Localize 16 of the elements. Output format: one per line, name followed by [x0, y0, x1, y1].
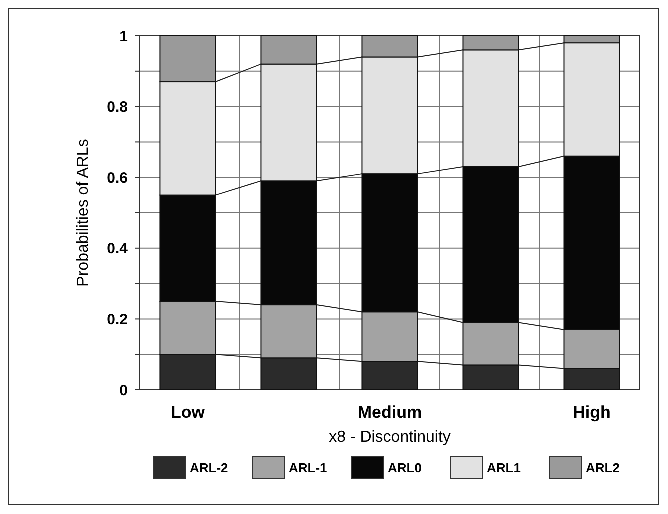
legend-label: ARL-2: [190, 460, 228, 476]
legend-label: ARL2: [586, 460, 620, 476]
legend-label: ARL1: [487, 460, 521, 476]
x-tick-label: High: [573, 403, 611, 422]
y-tick-label: 0.8: [107, 99, 128, 116]
y-tick-label: 0.2: [107, 311, 128, 328]
x-axis-title: x8 - Discontinuity: [329, 429, 451, 446]
y-tick-label: 0.4: [107, 240, 129, 258]
x-tick-label: Low: [170, 403, 206, 422]
y-axis-title: Probabilities of ARLs: [75, 139, 92, 287]
y-tick-label: 1: [120, 28, 128, 46]
legend-label: ARL0: [388, 460, 422, 476]
legend-label: ARL-1: [289, 460, 328, 476]
x-tick-label: Medium: [358, 403, 422, 422]
y-tick-label: 0.6: [107, 170, 128, 187]
y-tick-label: 0: [120, 382, 128, 400]
